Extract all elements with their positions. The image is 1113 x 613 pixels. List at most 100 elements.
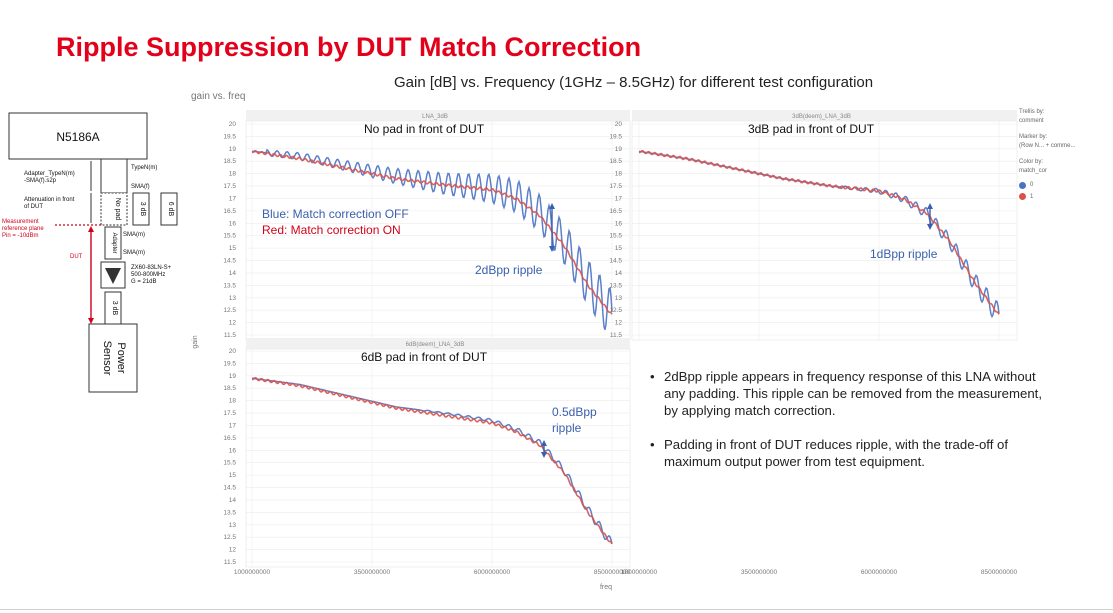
adapter-box-label: Adapter — [111, 232, 117, 253]
color-by-value[interactable]: match_cor — [1019, 167, 1048, 174]
adapter-box — [104, 226, 122, 260]
power-sensor-box — [88, 323, 138, 393]
y-tick-label: 19 — [615, 146, 623, 153]
y-tick-label: 17.5 — [609, 183, 622, 190]
y-tick-label: 16 — [229, 447, 237, 454]
power-sensor-label: Sensor — [101, 341, 113, 376]
amplifier-icon — [105, 268, 121, 284]
trellis-line-chart: LNA_3dB 11.5 12 12.5 13 13.5 14 14.5 15 15.5 16 16.… — [192, 110, 1018, 591]
bullet-list: 2dBpp ripple appears in frequency respon… — [650, 368, 1050, 487]
plot-area — [631, 120, 1018, 341]
pad-6db-box — [160, 192, 178, 226]
x-tick-label: 8500000000 — [594, 569, 631, 576]
y-tick-label: 14.5 — [609, 258, 622, 265]
y-tick-label: 13.5 — [223, 282, 236, 289]
sma-f-label: SMA(f) — [131, 184, 150, 190]
y-tick-label: 14 — [229, 270, 237, 277]
y-tick-label: 17.5 — [223, 183, 236, 190]
sma-m1-label: SMA(m) — [123, 232, 145, 238]
legend-panel: Trellis by: comment Marker by: (Row N...… — [1019, 108, 1111, 201]
y-tick-label: 16.5 — [609, 208, 622, 215]
y-tick-label: 14.5 — [223, 258, 236, 265]
y-tick-label: 16 — [615, 220, 623, 227]
instrument-label: N5186A — [56, 130, 99, 144]
y-tick-label: 13.5 — [609, 282, 622, 289]
type-n-label: TypeN(m) — [131, 165, 157, 171]
adapter-label: Adapter_TypeN(m) -SMA(f).s2p — [24, 171, 75, 184]
legend-item-0[interactable]: 0 — [1019, 181, 1111, 190]
panel-header-bar — [246, 110, 630, 121]
x-tick-label: 6000000000 — [474, 569, 511, 576]
series-line-1 — [252, 376, 613, 545]
marker-by-value[interactable]: (Row N... + comme... — [1019, 142, 1076, 149]
y-tick-label: 17 — [229, 422, 237, 429]
y-tick-label: 18.5 — [609, 158, 622, 165]
y-tick-label: 16.5 — [223, 435, 236, 442]
y-tick-label: 16.5 — [223, 208, 236, 215]
no-pad-box — [100, 192, 128, 226]
y-tick-label: 15 — [229, 245, 237, 252]
y-tick-label: 13.5 — [223, 509, 236, 516]
y-tick-label: 11.5 — [224, 559, 237, 566]
chart-panel-2: 3dB(deem)_LNA_3dB 11.5 12 12.5 13 13.5 14 14.5 1… — [609, 110, 1018, 341]
y-tick-label: 13 — [615, 295, 623, 302]
panel-annotation: 3dB pad in front of DUT — [748, 122, 875, 136]
ripple-label: 0.5dBpp ripple — [552, 405, 597, 435]
visualization-title: gain vs. freq — [191, 91, 246, 102]
sma-m2-label: SMA(m) — [123, 250, 145, 256]
bullet-item: 2dBpp ripple appears in frequency respon… — [650, 368, 1050, 419]
panel-header-bar — [246, 338, 630, 349]
y-tick-label: 12.5 — [223, 534, 236, 541]
dut-arrow-head — [88, 318, 94, 324]
series-line-1 — [639, 149, 1000, 315]
ripple-label: 1dBpp ripple — [870, 247, 938, 261]
ripple-arrow — [541, 440, 547, 458]
y-tick-label: 19.5 — [223, 360, 236, 367]
y-tick-label: 19.5 — [609, 133, 622, 140]
x-tick-label: 3500000000 — [354, 569, 391, 576]
trellis-by-value[interactable]: comment — [1019, 117, 1044, 124]
legend-swatch-0 — [1019, 181, 1026, 189]
x-tick-label: 3500000000 — [741, 569, 778, 576]
slide-title: Ripple Suppression by DUT Match Correcti… — [56, 32, 642, 62]
x-tick-label: 8500000000 — [981, 569, 1018, 576]
chart-heading: Gain [dB] vs. Frequency (1GHz – 8.5GHz) … — [394, 74, 874, 91]
ripple-arrow — [549, 203, 555, 252]
trellis-by-label: Trellis by: — [1019, 109, 1045, 115]
dut-arrow-head — [88, 226, 94, 232]
y-tick-label: 20 — [229, 121, 237, 128]
pad-6db-label: 6 dB — [167, 202, 174, 217]
panel-header-bar — [632, 110, 1017, 121]
no-pad-label: No pad — [114, 198, 121, 221]
y-tick-label: 17 — [229, 195, 237, 202]
footer-divider — [0, 609, 1113, 610]
y-tick-label: 12.5 — [223, 307, 236, 314]
x-tick-label: 1000000000 — [621, 569, 658, 576]
ripple-label: 2dBpp ripple — [475, 263, 543, 277]
panel-annotation: 6dB pad in front of DUT — [361, 350, 488, 364]
marker-by-label: Marker by: — [1019, 134, 1048, 140]
y-tick-label: 18.5 — [223, 158, 236, 165]
y-tick-label: 18 — [229, 171, 237, 178]
y-tick-label: 20 — [229, 348, 237, 355]
y-tick-label: 13 — [229, 522, 237, 529]
pad-3db-label: 3 dB — [139, 202, 146, 217]
chart-panel-1: LNA_3dB 11.5 12 12.5 13 13.5 14 14.5 15 15.5 16 16.… — [223, 110, 631, 341]
dut-label: DUT — [70, 254, 83, 260]
y-tick-label: 14 — [229, 497, 237, 504]
bullet-item: Padding in front of DUT reduces ripple, … — [650, 436, 1050, 470]
y-tick-label: 14 — [615, 270, 623, 277]
y-tick-label: 19.5 — [223, 133, 236, 140]
y-tick-label: 17 — [615, 195, 623, 202]
legend-label-1: 1 — [1030, 193, 1034, 200]
pad-3db-box — [132, 192, 150, 226]
instrument-box — [8, 112, 148, 160]
y-tick-label: 19 — [229, 146, 237, 153]
panel-header: 6dB(deem)_LNA_3dB — [406, 342, 465, 348]
legend-swatch-1 — [1019, 193, 1026, 201]
match-on-label: Red: Match correction ON — [262, 223, 401, 237]
bottom-pad-label: 3 dB — [111, 301, 118, 316]
y-axis-label: gain — [192, 335, 199, 348]
legend-item-1[interactable]: 1 — [1019, 193, 1111, 202]
y-tick-label: 15.5 — [223, 460, 236, 467]
